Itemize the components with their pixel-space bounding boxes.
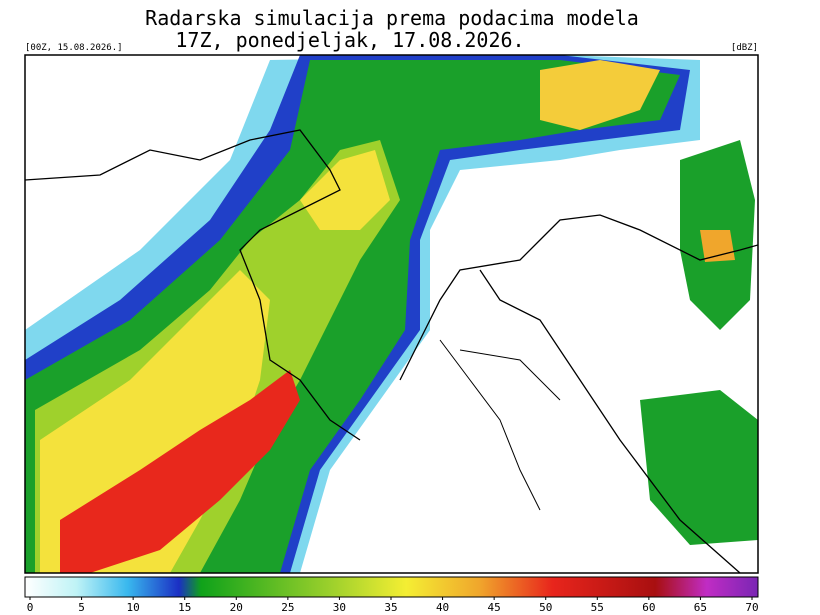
tick-label: 5 [78,601,85,614]
map-frame [24,54,759,574]
tick-label: 35 [384,601,397,614]
title-line1: Radarska simulacija prema podacima model… [145,6,639,30]
tick-label: 30 [333,601,346,614]
unit-label: [dBZ] [731,43,758,53]
radar-field [25,55,758,573]
tick-label: 10 [127,601,140,614]
tick-label: 50 [539,601,552,614]
title-line2: 17Z, ponedjeljak, 17.08.2026. [175,28,524,52]
tick-label: 45 [488,601,501,614]
colorbar [24,576,759,598]
run-label: [00Z, 15.08.2026.] [25,43,123,53]
tick-label: 0 [27,601,34,614]
colorbar-ticks: 0 5 10 15 20 25 30 35 40 45 50 55 60 65 70 [27,597,759,614]
tick-label: 15 [178,601,191,614]
tick-label: 40 [436,601,449,614]
tick-label: 20 [230,601,243,614]
tick-label: 65 [694,601,707,614]
tick-label: 70 [745,601,758,614]
tick-label: 60 [642,601,655,614]
tick-label: 55 [591,601,604,614]
tick-label: 25 [281,601,294,614]
